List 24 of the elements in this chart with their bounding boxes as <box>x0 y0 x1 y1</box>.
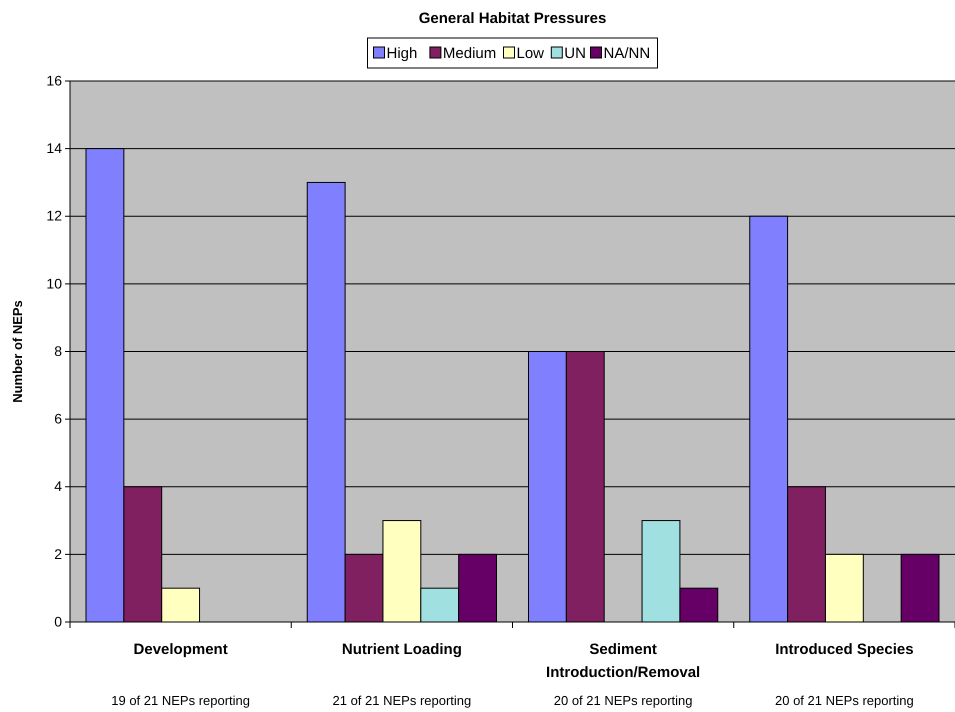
y-tick-label: 16 <box>46 72 62 88</box>
text: 19 of 21 NEPs reporting <box>111 693 250 708</box>
x-tick-label: Nutrient Loading <box>342 641 462 658</box>
y-tick-label: 12 <box>46 208 62 224</box>
x-tick-label: Development <box>134 641 228 658</box>
legend-label: High <box>386 45 418 62</box>
y-tick-label: 0 <box>54 613 62 630</box>
text: 21 of 21 NEPs reporting <box>332 693 472 708</box>
y-tick-label: 4 <box>54 478 62 494</box>
y-tick-label: 8 <box>54 342 62 359</box>
text: 20 of 21 NEPs reporting <box>554 693 692 708</box>
text: 20 of 21 NEPs reporting <box>775 693 914 708</box>
legend-label: UN <box>564 45 586 62</box>
x-tick-label: Introduced Species <box>775 641 914 658</box>
y-tick-label: 2 <box>54 546 62 562</box>
y-tick-label: 6 <box>54 410 62 427</box>
chart-title: General Habitat Pressures <box>418 10 606 27</box>
y-tick-label: 10 <box>46 275 62 292</box>
y-axis-title: Number of NEPs <box>10 300 25 403</box>
legend-label: NA/NN <box>604 45 650 62</box>
legend-label: Medium <box>442 45 496 62</box>
y-tick-label: 14 <box>46 140 62 156</box>
legend-label: Low <box>516 45 544 62</box>
x-tick-label: Sediment Introduction/Removal <box>546 641 700 681</box>
